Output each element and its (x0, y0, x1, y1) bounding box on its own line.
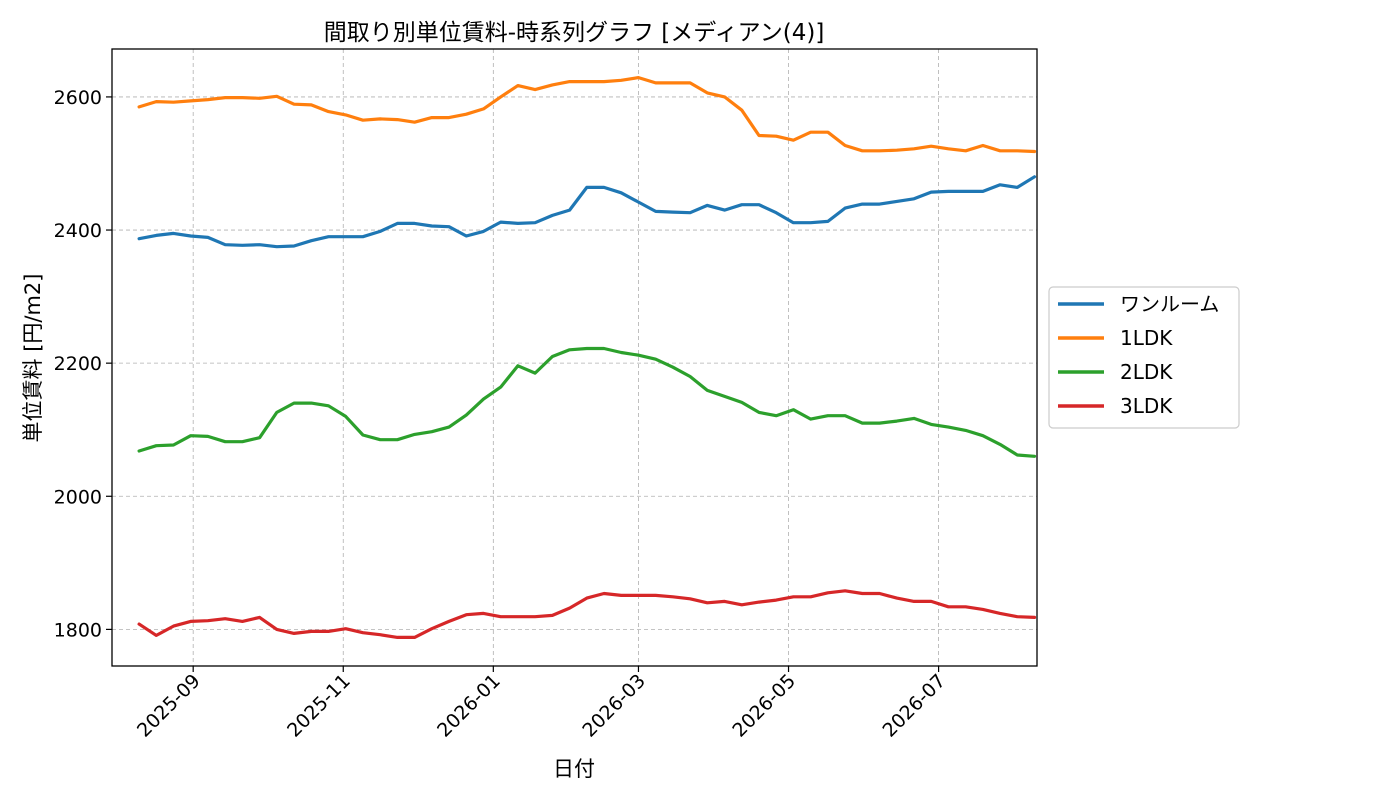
legend: ワンルーム 1LDK 2LDK 3LDK (1048, 286, 1240, 429)
y-axis-ticks: 1800 2000 2200 2400 2600 (54, 87, 112, 641)
y-tick-label: 2200 (54, 353, 102, 375)
y-tick-label: 2000 (54, 486, 102, 508)
legend-label: 1LDK (1120, 326, 1173, 350)
legend-box (1048, 286, 1240, 429)
plot-frame (111, 48, 1038, 667)
legend-label: 3LDK (1120, 394, 1173, 418)
y-tick-label: 2600 (54, 87, 102, 109)
y-tick-label: 2400 (54, 220, 102, 242)
series-lines (137, 75, 1037, 640)
chart-title: 間取り別単位賃料-時系列グラフ [メディアン(4)] (324, 20, 825, 46)
legend-items: ワンルーム 1LDK 2LDK 3LDK (1058, 292, 1219, 418)
legend-label: 2LDK (1120, 360, 1173, 384)
series-line-2 (137, 346, 1037, 458)
x-axis-title: 日付 (553, 757, 595, 781)
y-tick-label: 1800 (54, 619, 102, 641)
y-axis-title: 単位賃料 [円/m2] (21, 274, 45, 443)
series-line-0 (137, 175, 1037, 249)
legend-label: ワンルーム (1120, 292, 1219, 316)
series-line-1 (137, 75, 1037, 154)
series-line-3 (137, 589, 1037, 640)
